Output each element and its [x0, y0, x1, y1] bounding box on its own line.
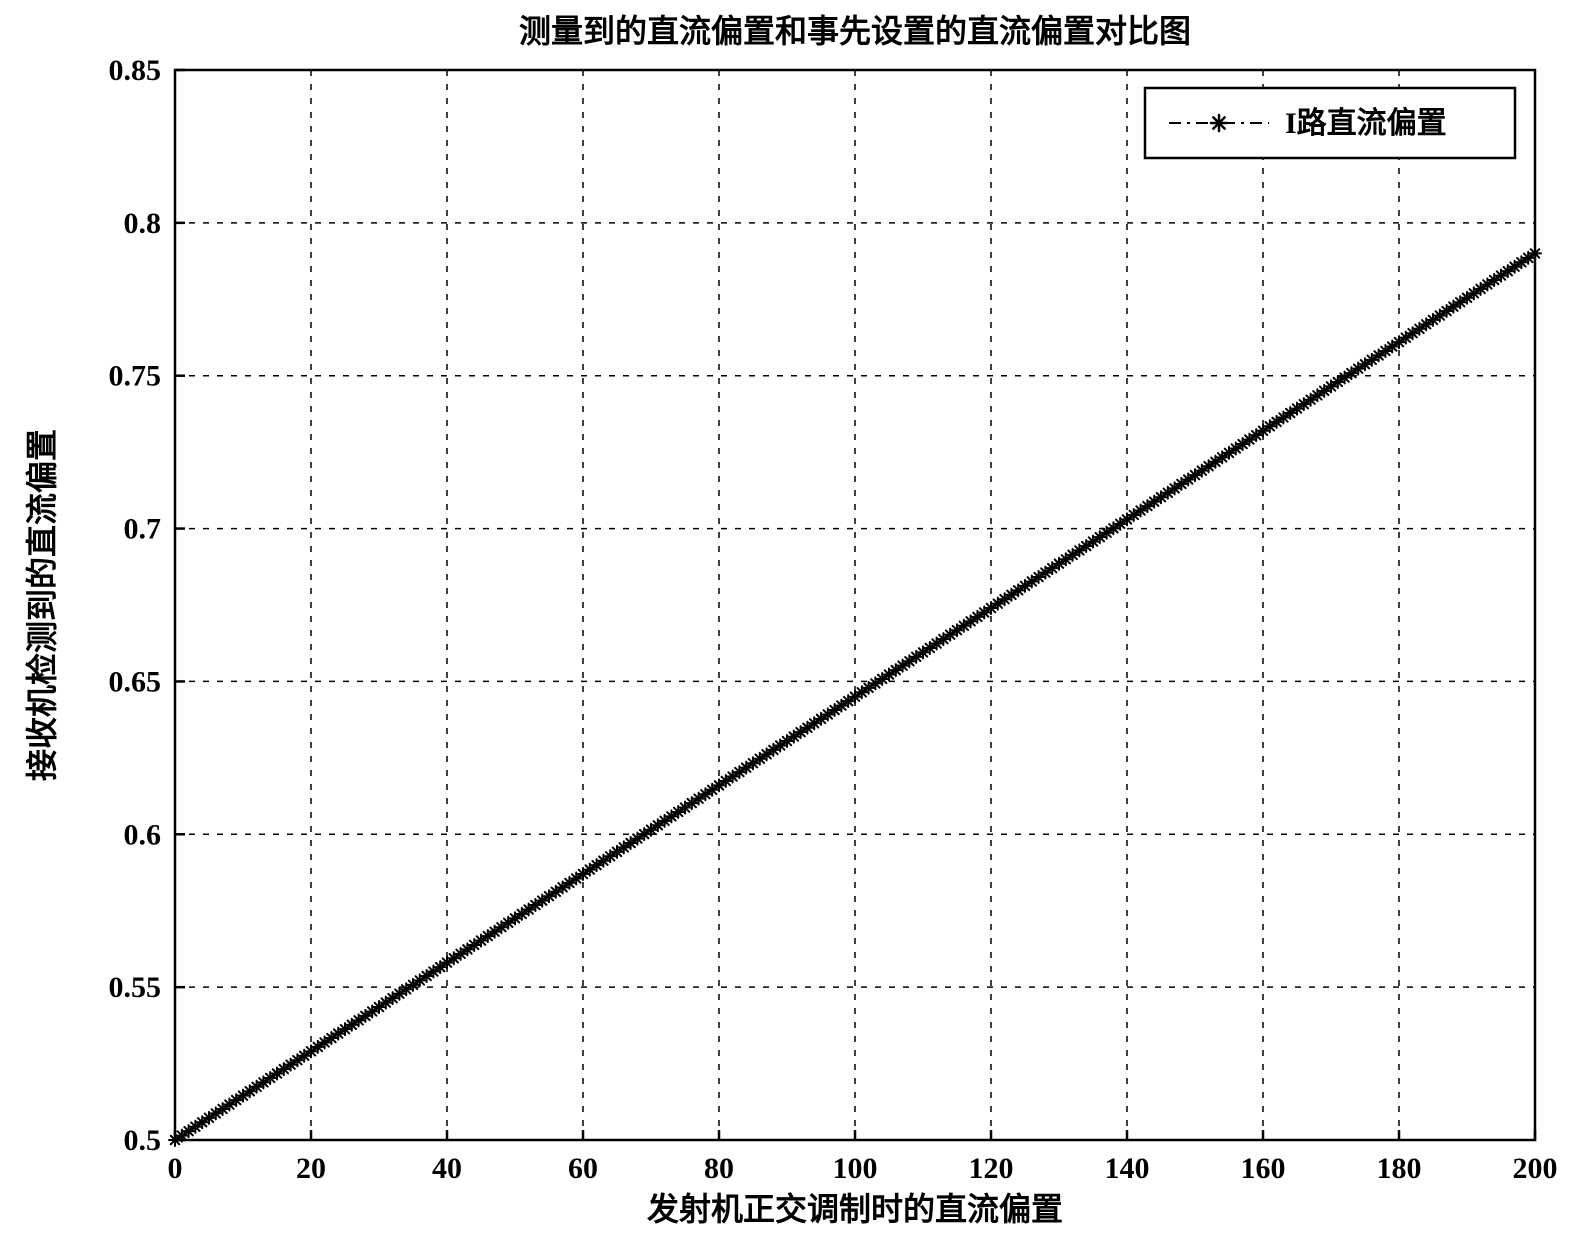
asterisk-marker [1529, 247, 1541, 259]
chart-container: 0 20 40 60 80 100 120 140 160 180 200 0.5 0.55 0.6 0.6… [0, 0, 1576, 1250]
legend-marker [1211, 115, 1227, 131]
xtick-label: 120 [969, 1152, 1014, 1185]
xtick-label: 200 [1513, 1152, 1558, 1185]
legend-label: I路直流偏置 [1285, 107, 1447, 140]
legend: I路直流偏置 [1145, 88, 1515, 158]
xtick-label: 160 [1241, 1152, 1286, 1185]
ytick-label: 0.7 [124, 513, 162, 546]
ytick-label: 0.75 [109, 360, 162, 393]
y-axis-label: 接收机检测到的直流偏置 [24, 429, 60, 781]
ytick-label: 0.6 [124, 818, 162, 851]
ytick-label: 0.55 [109, 971, 162, 1004]
xtick-label: 140 [1105, 1152, 1150, 1185]
xtick-label: 60 [568, 1152, 598, 1185]
ytick-label: 0.65 [109, 665, 162, 698]
ytick-label: 0.8 [124, 207, 162, 240]
xtick-label: 100 [833, 1152, 878, 1185]
dc-offset-comparison-chart: 0 20 40 60 80 100 120 140 160 180 200 0.5 0.55 0.6 0.6… [0, 0, 1576, 1250]
chart-title: 测量到的直流偏置和事先设置的直流偏置对比图 [519, 13, 1191, 49]
xtick-label: 40 [432, 1152, 462, 1185]
xtick-label: 180 [1377, 1152, 1422, 1185]
xtick-label: 0 [168, 1152, 183, 1185]
xtick-label: 20 [296, 1152, 326, 1185]
xtick-label: 80 [704, 1152, 734, 1185]
ytick-label: 0.5 [124, 1124, 162, 1157]
chart-background [0, 0, 1576, 1250]
x-axis-label: 发射机正交调制时的直流偏置 [647, 1191, 1063, 1227]
ytick-label: 0.85 [109, 54, 162, 87]
